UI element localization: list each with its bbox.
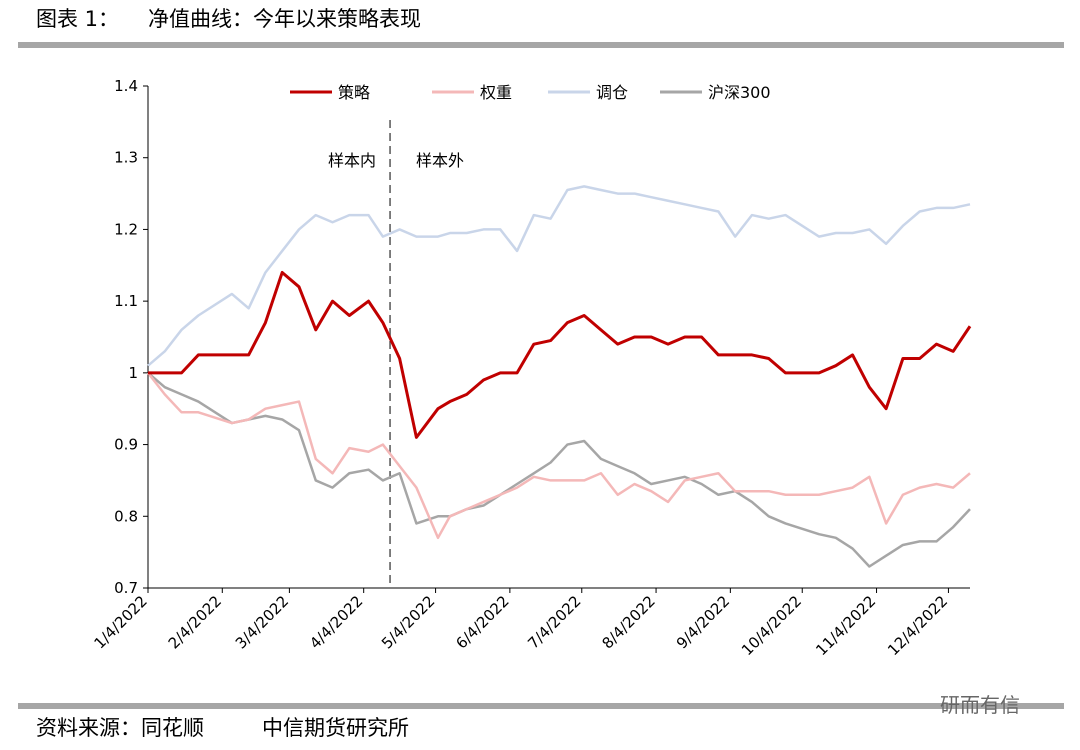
legend-label: 策略 xyxy=(338,83,370,102)
y-tick-label: 0.9 xyxy=(114,436,138,454)
figure-label: 图表 1： xyxy=(36,7,119,31)
source: 资料来源：同花顺 xyxy=(36,716,204,740)
y-tick-label: 0.8 xyxy=(114,507,138,525)
y-tick-label: 1.4 xyxy=(114,77,138,95)
y-tick-label: 1.1 xyxy=(114,292,138,310)
x-tick-label: 4/4/2022 xyxy=(306,592,366,652)
legend-label: 权重 xyxy=(480,83,512,102)
annotation: 样本外 xyxy=(416,151,464,170)
x-tick-label: 3/4/2022 xyxy=(232,592,292,652)
y-tick-label: 1 xyxy=(128,364,138,382)
x-tick-label: 12/4/2022 xyxy=(884,592,951,659)
figure-title: 净值曲线：今年以来策略表现 xyxy=(148,7,421,31)
source-org: 中信期货研究所 xyxy=(262,716,409,740)
x-tick-label: 10/4/2022 xyxy=(738,592,805,659)
series-line xyxy=(148,270,972,439)
x-tick-label: 8/4/2022 xyxy=(599,592,659,652)
x-tick-label: 7/4/2022 xyxy=(524,592,584,652)
x-tick-label: 1/4/2022 xyxy=(90,592,150,652)
x-tick-label: 2/4/2022 xyxy=(165,592,225,652)
x-tick-label: 11/4/2022 xyxy=(812,592,879,659)
series-line xyxy=(147,371,971,568)
footer-rule xyxy=(18,703,1064,709)
x-tick-label: 6/4/2022 xyxy=(452,592,512,652)
watermark: 研而有信 xyxy=(940,693,1020,717)
legend-label: 调仓 xyxy=(596,83,628,102)
x-tick-label: 5/4/2022 xyxy=(378,592,438,652)
x-tick-label: 9/4/2022 xyxy=(673,592,733,652)
y-tick-label: 0.7 xyxy=(114,579,138,597)
y-tick-label: 1.2 xyxy=(114,220,138,238)
legend-label: 沪深300 xyxy=(708,83,771,102)
annotation: 样本内 xyxy=(328,151,376,170)
header-rule xyxy=(18,42,1064,48)
series-line xyxy=(147,372,971,540)
y-tick-label: 1.3 xyxy=(114,149,138,167)
series-line xyxy=(147,185,971,367)
